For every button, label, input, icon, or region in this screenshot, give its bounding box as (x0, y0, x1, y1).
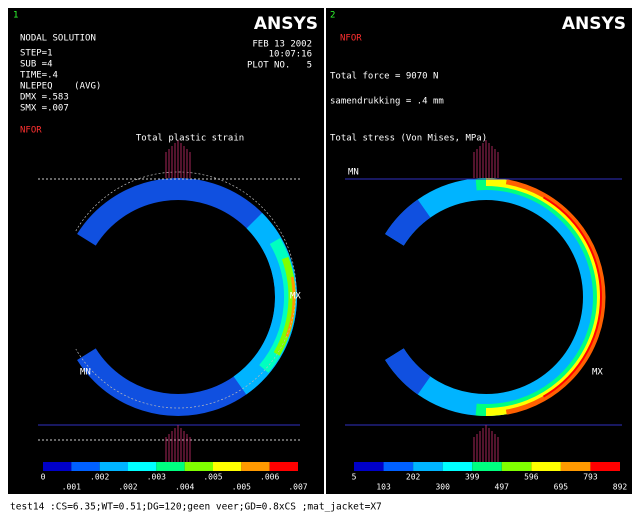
header-line: STEP=1 (20, 49, 53, 59)
legend-label: .005 (232, 483, 251, 492)
colorbar-cell (156, 462, 184, 471)
logo: ANSYS (254, 14, 318, 34)
legend-label: .002 (118, 483, 137, 492)
nfor-label: NFOR (20, 126, 42, 136)
min-marker: MN (80, 368, 91, 378)
min-marker: MN (348, 168, 359, 178)
legend-label: 596 (524, 473, 539, 482)
nfor-label: NFOR (340, 34, 362, 44)
time: 10:07:16 (269, 50, 312, 60)
plot-title: Total stress (Von Mises, MPa) (330, 134, 487, 144)
colorbar-cell (561, 462, 591, 471)
date: FEB 13 2002 (252, 40, 312, 50)
colorbar-cell (270, 462, 298, 471)
legend-label: .006 (260, 473, 279, 482)
plot-title: Total plastic strain (136, 134, 244, 144)
legend-label: 300 (435, 483, 450, 492)
max-marker: MX (290, 292, 301, 302)
legend-label: .005 (203, 473, 222, 482)
colorbar-cell (241, 462, 269, 471)
panel-number: 1 (13, 11, 18, 21)
legend-label: 202 (406, 473, 421, 482)
logo: ANSYS (562, 14, 626, 34)
colorbar-cell (472, 462, 502, 471)
colorbar-cell (71, 462, 99, 471)
legend-label: .007 (288, 483, 307, 492)
plot-number: PLOT NO. 5 (247, 61, 312, 71)
header-line: TIME=.4 (20, 71, 58, 81)
colorbar-cell (531, 462, 561, 471)
colorbar-cell (590, 462, 620, 471)
legend-label: .004 (175, 483, 194, 492)
legend-label: 399 (465, 473, 480, 482)
colorbar-cell (413, 462, 443, 471)
colorbar-cell (185, 462, 213, 471)
colorbar-cell (100, 462, 128, 471)
header-line: DMX =.583 (20, 93, 69, 103)
screen: 1 NODAL SOLUTION STEP=1 SUB =4 TIME=.4 N… (0, 0, 639, 520)
force-label: Total force = 9070 N (330, 72, 438, 82)
header-line: NLEPEQ (AVG) (20, 82, 101, 92)
legend-label: 497 (495, 483, 510, 492)
max-marker: MX (592, 368, 603, 378)
colorbar-cell (213, 462, 241, 471)
header-line: SUB =4 (20, 60, 53, 70)
header-line: SMX =.007 (20, 104, 69, 114)
legend-label: .001 (62, 483, 81, 492)
legend-label: 5 (352, 473, 357, 482)
colorbar-cell (443, 462, 473, 471)
legend-label: 0 (41, 473, 46, 482)
colorbar-cell (384, 462, 414, 471)
legend-label: 695 (554, 483, 569, 492)
colorbar-cell (502, 462, 532, 471)
header-line: NODAL SOLUTION (20, 34, 96, 44)
colorbar-cell (43, 462, 71, 471)
colorbar-cell (128, 462, 156, 471)
legend-label: 892 (613, 483, 628, 492)
legend-label: 103 (376, 483, 391, 492)
compression-label: samendrukking = .4 mm (330, 97, 444, 107)
panel-number: 2 (330, 11, 335, 21)
caption: test14 :CS=6.35;WT=0.51;DG=120;geen veer… (10, 502, 382, 513)
colorbar-cell (354, 462, 384, 471)
legend-label: .002 (90, 473, 109, 482)
legend-label: .003 (147, 473, 166, 482)
legend-label: 793 (583, 473, 598, 482)
